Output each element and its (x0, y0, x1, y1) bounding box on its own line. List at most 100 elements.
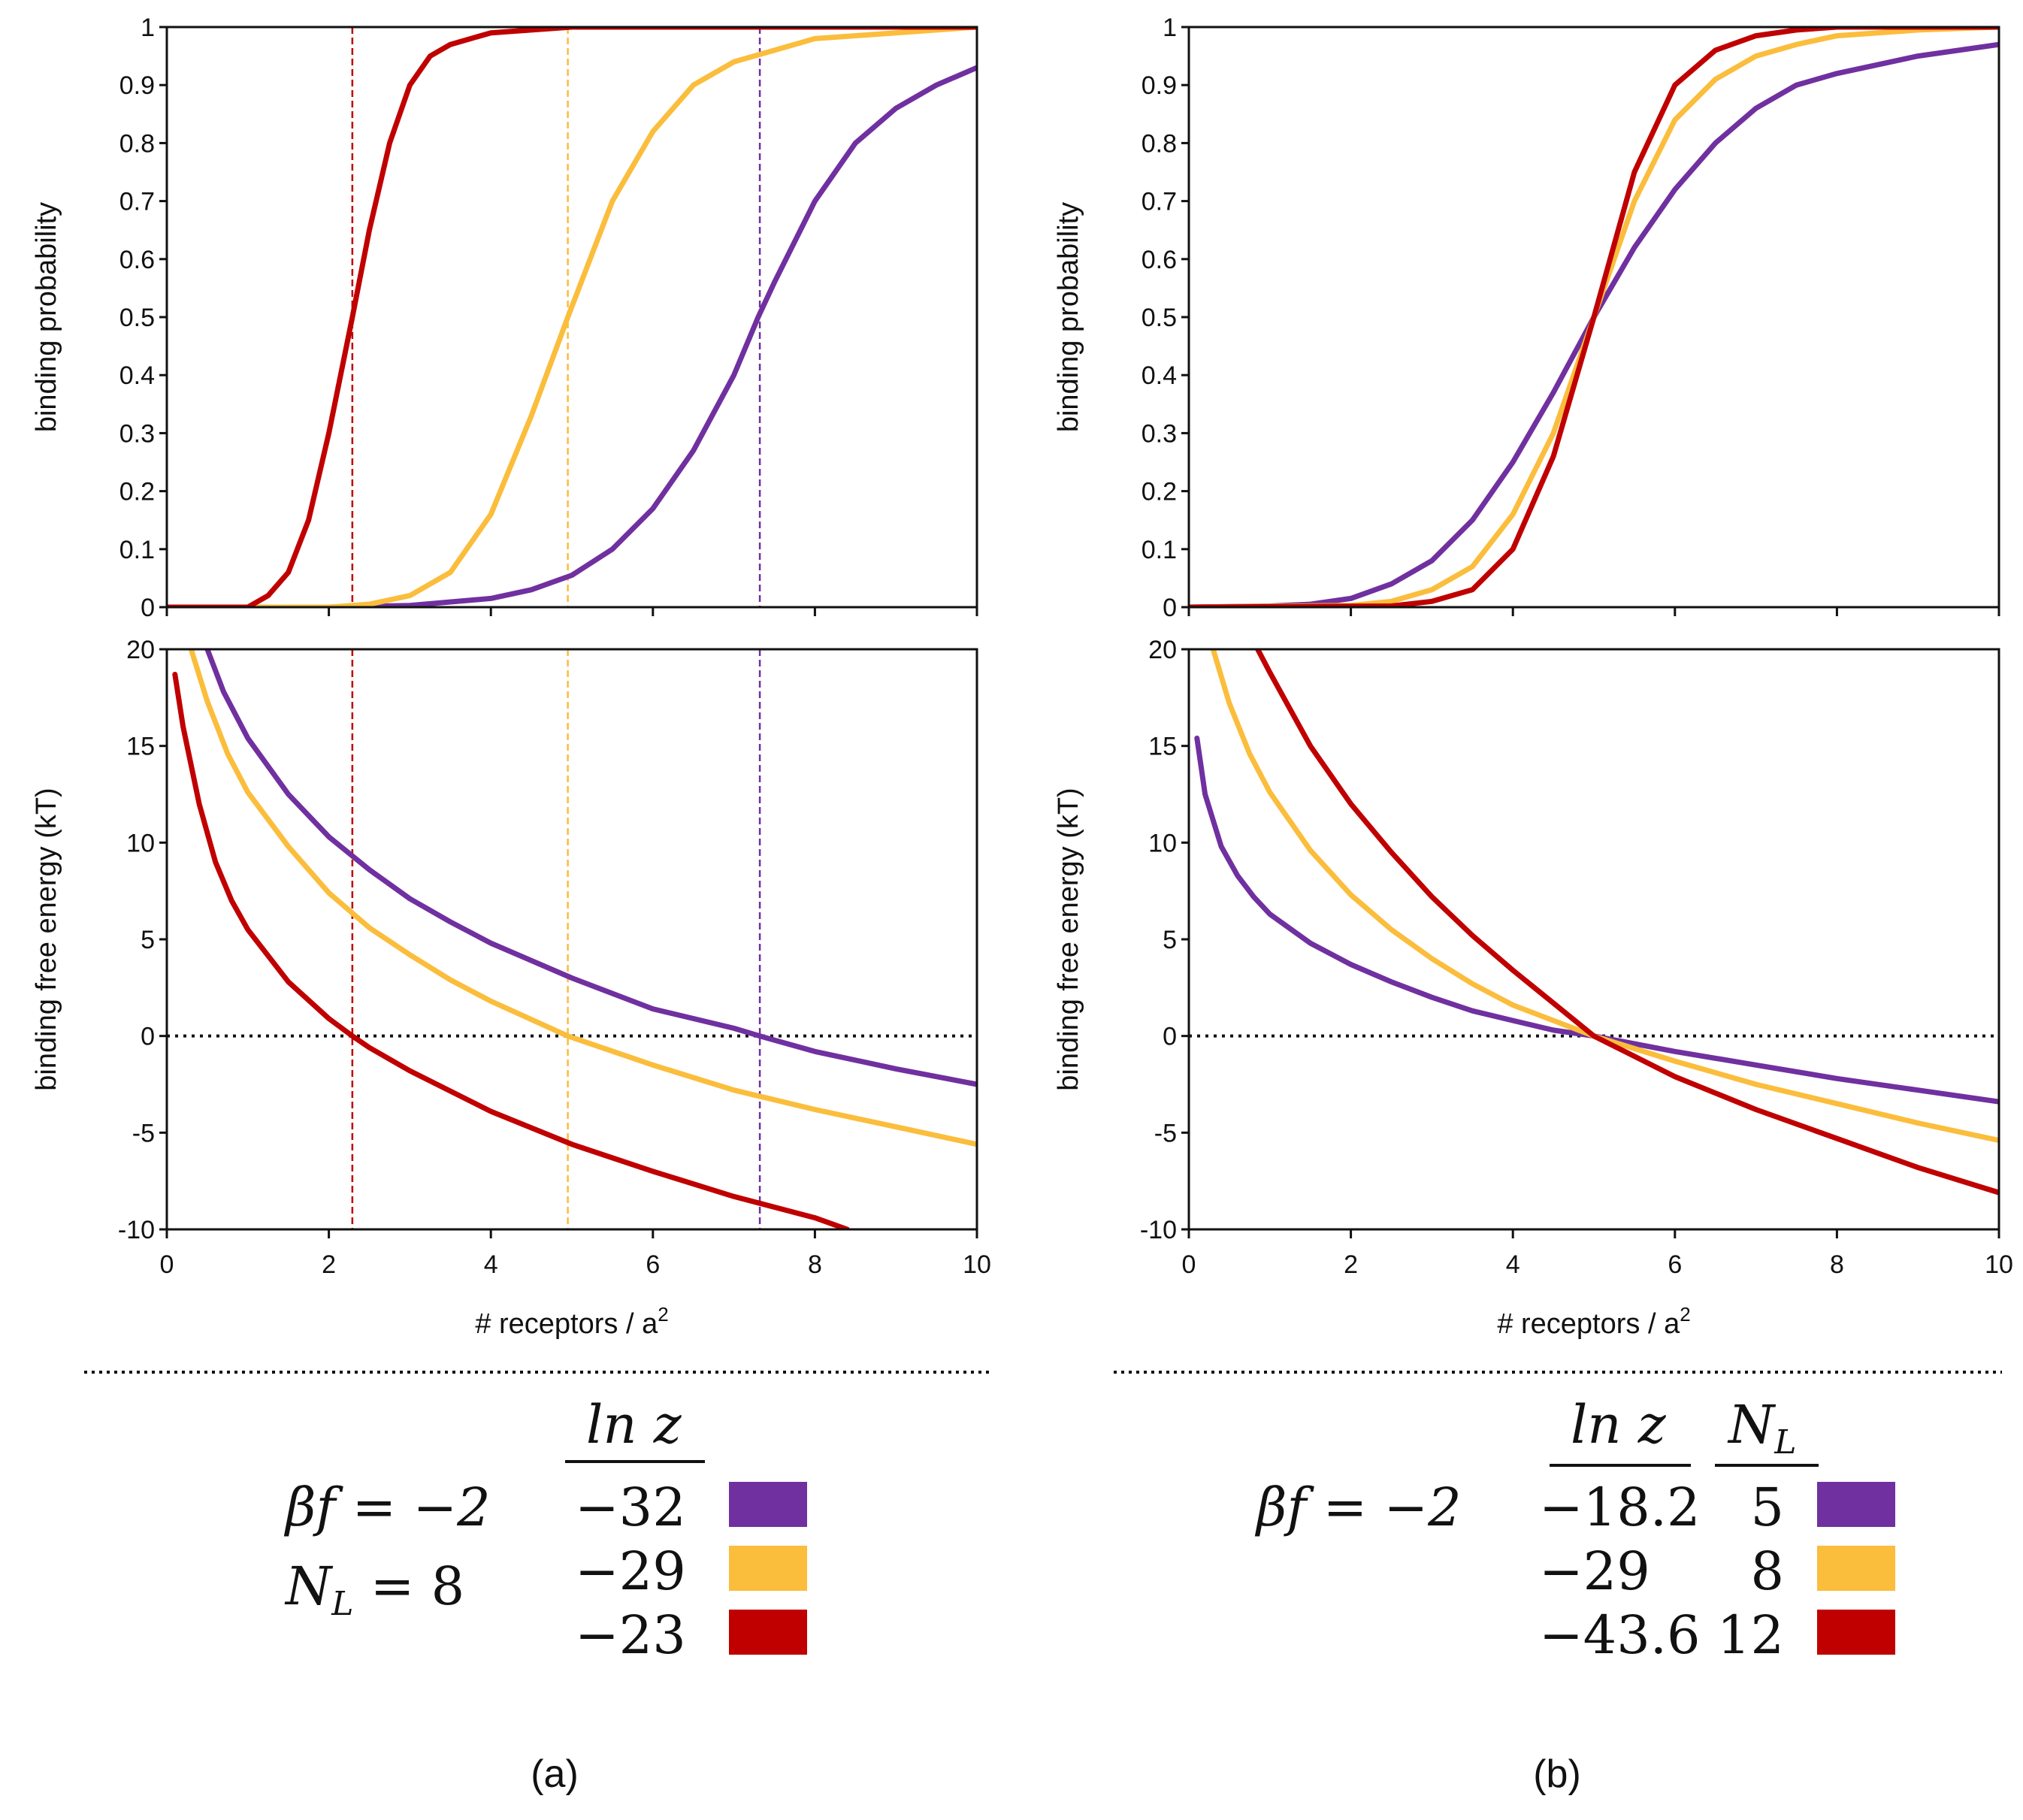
chart-panel-b-bottom: -10 -5 0 5 10 15 20 0 2 4 6 8 10 binding free energy … (1053, 636, 2013, 1340)
legend-b-swatch-red (1817, 1610, 1895, 1655)
x-axis-label-superscript: 2 (1680, 1303, 1690, 1326)
y-tick-label: 0.9 (119, 71, 155, 100)
plot-frame (1187, 648, 2000, 1231)
y-tick-label: -5 (132, 1119, 155, 1147)
y-tick-label: -5 (1154, 1119, 1177, 1147)
x-tick-label: 6 (1668, 1250, 1682, 1279)
x-axis-label: # receptors / a2 (475, 1303, 668, 1340)
y-tick-label: 5 (141, 926, 155, 954)
x-tick-label: 10 (1985, 1250, 2013, 1279)
y-tick-label: 0.4 (119, 361, 155, 390)
y-tick-label: 1 (1163, 14, 1177, 42)
series-line-purple (1189, 41, 1999, 607)
y-tick-label: 0.1 (1142, 536, 1177, 564)
y-tick-label: 20 (126, 636, 155, 664)
legend-a-header: ln z (586, 1394, 682, 1456)
legend-a: βf = −2 NL = 8 ln z −32 −29 −23 (283, 1394, 807, 1666)
y-tick-label: 0 (141, 1023, 155, 1051)
x-tick-label: 8 (808, 1250, 822, 1279)
legend-b-header-nl-symbol: N (1727, 1394, 1777, 1456)
legend-a-nl-sub: L (331, 1585, 353, 1623)
y-tick-label: 0.4 (1142, 361, 1177, 390)
y-tick-label: 0.7 (119, 188, 155, 216)
legend-a-row-0-value: −32 (575, 1477, 686, 1538)
y-tick-label: -10 (118, 1216, 155, 1244)
y-tick-label: -10 (1140, 1216, 1177, 1244)
x-tick-label: 4 (1506, 1250, 1520, 1279)
x-tick-label: 2 (322, 1250, 336, 1279)
legend-a-row-2-value: −23 (575, 1604, 686, 1666)
y-tick-label: 0 (1163, 594, 1177, 622)
chart-panel-a-bottom: -10 -5 0 5 10 15 20 0 2 4 6 8 10 binding free energy … (31, 636, 991, 1340)
plot-frame (165, 648, 978, 1231)
legend-b-row-1-nl: 8 (1750, 1540, 1784, 1602)
x-tick-label: 10 (963, 1250, 991, 1279)
series-line-yellow (188, 649, 977, 1147)
legend-b-row-2-lnz: −43.6 (1539, 1604, 1701, 1666)
legend-b-swatch-purple (1817, 1482, 1895, 1527)
chart-panel-b-top: 0 0.1 0.2 0.3 0.4 0.5 0.6 0.7 0.8 0.9 1 binding pro… (1053, 14, 2000, 622)
legend-b-row-1-lnz: −29 (1539, 1540, 1650, 1602)
series-line-red (172, 672, 850, 1229)
x-tick-label: 2 (1344, 1250, 1358, 1279)
y-tick-label: 10 (126, 829, 155, 857)
legend-a-swatch-purple (729, 1482, 807, 1527)
legend-a-row-1-value: −29 (575, 1540, 686, 1602)
legend-a-nl-value: = 8 (353, 1555, 464, 1617)
y-tick-label: 0.9 (1142, 71, 1177, 100)
legend-b-row-2-nl: 12 (1717, 1604, 1784, 1666)
legend-b-header-lnz: ln z (1571, 1394, 1667, 1456)
y-tick-label: 0.8 (119, 129, 155, 158)
series-line-red (1255, 649, 1999, 1196)
y-tick-label: 20 (1148, 636, 1177, 664)
y-tick-label: 0.1 (119, 536, 155, 564)
y-tick-label: 0 (1163, 1023, 1177, 1051)
x-axis-label-superscript: 2 (658, 1303, 668, 1326)
y-tick-label: 15 (1148, 733, 1177, 761)
legend-a-swatch-yellow (729, 1546, 807, 1591)
y-tick-label: 0 (141, 594, 155, 622)
legend-a-swatch-red (729, 1610, 807, 1655)
legend-b-row-0-nl: 5 (1750, 1477, 1784, 1538)
plot-frame (1187, 26, 2000, 609)
y-axis-label: binding free energy (kT) (1053, 788, 1084, 1090)
y-tick-label: 0.2 (119, 478, 155, 506)
y-tick-label: 0.6 (1142, 246, 1177, 274)
x-tick-label: 6 (646, 1250, 660, 1279)
x-tick-label: 0 (1182, 1250, 1196, 1279)
y-tick-label: 15 (126, 733, 155, 761)
chart-panel-a-top: 0 0.1 0.2 0.3 0.4 0.5 0.6 0.7 0.8 0.9 1 binding pro… (31, 14, 978, 622)
panel-label-a: (a) (531, 1752, 579, 1796)
y-tick-label: 0.6 (119, 246, 155, 274)
y-tick-label: 1 (141, 14, 155, 42)
series-line-yellow (1189, 27, 1999, 607)
series-line-red (167, 27, 977, 607)
y-tick-label: 10 (1148, 829, 1177, 857)
x-tick-label: 0 (160, 1250, 174, 1279)
y-axis-label: binding probability (1053, 202, 1084, 432)
panel-label-b: (b) (1533, 1752, 1581, 1796)
y-axis-label: binding probability (31, 202, 62, 432)
y-tick-label: 0.3 (1142, 419, 1177, 448)
legend-b-swatch-yellow (1817, 1546, 1895, 1591)
series-line-purple (1194, 735, 1999, 1105)
y-tick-label: 0.5 (119, 304, 155, 332)
x-axis-label: # receptors / a2 (1497, 1303, 1690, 1340)
y-tick-label: 5 (1163, 926, 1177, 954)
y-tick-label: 0.7 (1142, 188, 1177, 216)
legend-b-header-nl-sub: L (1774, 1423, 1796, 1462)
plot-frame (165, 26, 978, 609)
series-line-yellow (167, 27, 977, 607)
x-tick-label: 8 (1830, 1250, 1844, 1279)
series-line-purple (204, 649, 977, 1087)
legend-b: βf = −2 ln z NL −18.2 −29 −43.6 5 8 12 (1254, 1394, 1895, 1666)
y-tick-label: 0.5 (1142, 304, 1177, 332)
legend-b-bf: βf = −2 (1254, 1477, 1462, 1538)
legend-b-row-0-lnz: −18.2 (1539, 1477, 1701, 1538)
y-axis-label: binding free energy (kT) (31, 788, 62, 1090)
x-tick-label: 4 (484, 1250, 498, 1279)
legend-a-nl-symbol: N (284, 1555, 334, 1617)
y-tick-label: 0.3 (119, 419, 155, 448)
legend-b-header-nl: NL (1727, 1394, 1796, 1462)
